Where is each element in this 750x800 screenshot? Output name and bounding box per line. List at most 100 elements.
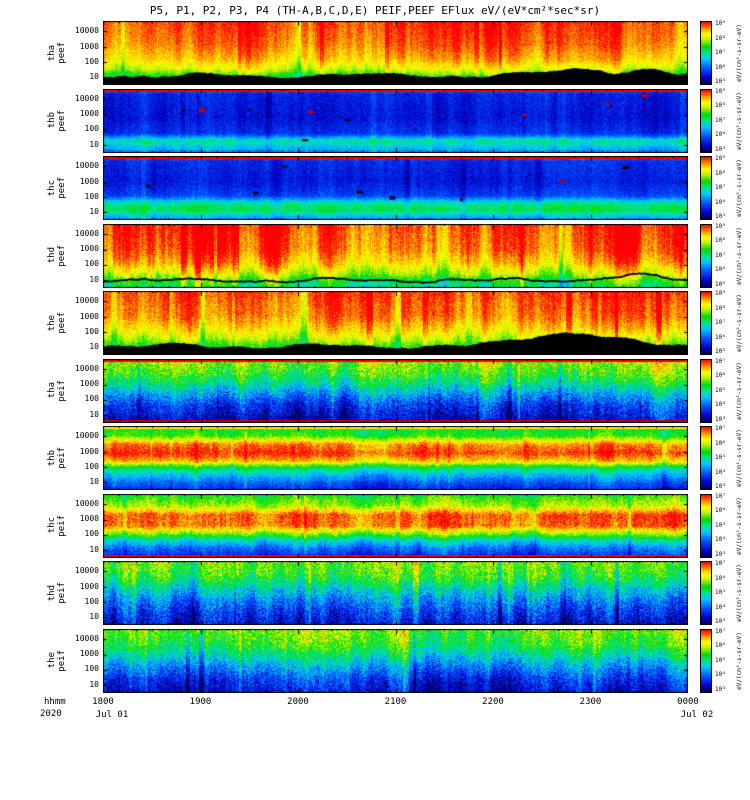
panel-variable-label: tha peef [45, 21, 69, 85]
colorbar-tick: 10⁷ [715, 627, 726, 635]
colorbar-tick: 10⁴ [715, 671, 726, 678]
colorbar-unit-label: eV/(cm²-s-sr-eV) [736, 91, 743, 150]
panel-instrument-label: peif [57, 582, 67, 604]
y-tick-label: 100 [84, 326, 99, 336]
panel-probe-label: thb [47, 449, 57, 467]
colorbar-tick: 10⁸ [715, 169, 726, 177]
y-tick-label: 10000 [74, 228, 99, 238]
colorbar-tick: 10⁸ [715, 304, 726, 312]
y-tick-label: 100 [84, 529, 99, 539]
spectrogram-panel: thc peef 10000 1000 100 10 10⁹ 10⁸ 10⁷ 1… [47, 156, 743, 220]
y-tick-label: 1000 [79, 311, 99, 321]
colorbar-tick: 10⁵ [715, 656, 726, 664]
spectrogram-panel: thb peef 10000 1000 100 10 10⁹ 10⁸ 10⁷ 1… [47, 88, 743, 153]
colorbar [700, 291, 712, 355]
colorbar-tick: 10⁷ [715, 425, 726, 432]
y-tick-label: 100 [84, 124, 99, 134]
spectrogram-panel: tha peif 10000 1000 100 10 10⁷ 10⁶ 10⁵ 1… [47, 358, 743, 423]
colorbar-tick-labels: 10⁷ 10⁶ 10⁵ 10⁴ 10³ [715, 426, 733, 490]
panel-probe-label: thd [47, 584, 57, 602]
panel-variable-label: thc peef [45, 156, 69, 220]
colorbar-tick: 10⁶ [715, 574, 726, 582]
panel-variable-label: the peif [45, 629, 69, 693]
panel-probe-label: thc [47, 179, 57, 197]
y-tick-label: 10 [89, 342, 99, 352]
colorbar-tick: 10³ [715, 550, 726, 558]
y-tick-label: 100 [84, 191, 99, 201]
panel-instrument-label: peif [57, 514, 67, 537]
colorbar-tick: 10⁶ [715, 63, 726, 71]
colorbar-tick: 10⁷ [715, 184, 726, 191]
colorbar-tick: 10⁵ [715, 78, 726, 85]
y-tick-label: 10000 [74, 296, 99, 306]
x-tick-label: 1900 [189, 697, 212, 707]
colorbar-tick: 10⁶ [715, 131, 726, 138]
colorbar [700, 628, 712, 693]
colorbar-tick: 10⁷ [715, 357, 726, 365]
spectrogram-panel: thc peif 10000 1000 100 10 10⁷ 10⁶ 10⁵ 1… [47, 493, 743, 558]
y-tick-label: 10 [89, 72, 99, 82]
colorbar-tick: 10³ [715, 618, 726, 625]
panel-instrument-label: peef [57, 42, 67, 64]
colorbar-tick: 10⁶ [715, 372, 726, 379]
panel-probe-label: thd [47, 247, 57, 264]
colorbar-tick: 10⁹ [715, 155, 726, 162]
panel-instrument-label: peif [57, 379, 67, 402]
spectrogram-panel: tha peef 10000 1000 100 10 10⁹ 10⁸ 10⁷ 1… [47, 21, 743, 85]
colorbar-tick: 10⁵ [715, 521, 726, 529]
colorbar-tick: 10⁴ [715, 603, 726, 611]
colorbar-tick: 10⁷ [715, 560, 726, 567]
colorbar-tick-labels: 10⁷ 10⁶ 10⁵ 10⁴ 10³ [715, 357, 733, 423]
panel-probe-label: tha [47, 44, 57, 62]
colorbar-tick: 10⁵ [715, 454, 726, 461]
colorbar-tick: 10⁴ [715, 536, 726, 543]
panel-instrument-label: peef [57, 244, 67, 267]
panel-variable-label: thd peif [45, 561, 69, 625]
y-tick-label: 1000 [79, 446, 99, 456]
colorbar-tick: 10⁷ [715, 116, 726, 124]
x-axis-format-label: hhmm [44, 697, 66, 707]
colorbar-tick: 10⁶ [715, 198, 726, 206]
colorbar-tick: 10⁵ [715, 280, 726, 288]
y-tick-label: 1000 [79, 379, 99, 389]
y-tick-label: 1000 [79, 109, 99, 119]
colorbar [700, 561, 712, 625]
y-tick-label: 100 [84, 461, 99, 471]
y-tick-label: 1000 [79, 41, 99, 51]
colorbar-unit-label: eV/(cm²-s-sr-eV) [736, 429, 743, 487]
colorbar-tick: 10⁵ [715, 589, 726, 596]
y-tick-label: 10000 [74, 566, 99, 576]
colorbar-tick: 10⁵ [715, 213, 726, 220]
y-tick-label: 100 [84, 394, 99, 404]
colorbar-tick: 10⁵ [715, 348, 726, 355]
x-axis-date-end: Jul 02 [680, 710, 714, 720]
colorbar-tick: 10⁶ [715, 642, 726, 649]
panel-instrument-label: peef [57, 312, 67, 334]
y-tick-label: 10 [89, 274, 99, 284]
y-tick-label: 100 [84, 56, 99, 66]
colorbar-tick: 10³ [715, 685, 726, 693]
colorbar-tick-labels: 10⁷ 10⁶ 10⁵ 10⁴ 10³ [715, 493, 733, 558]
spectrogram-panel: thd peif 10000 1000 100 10 10⁷ 10⁶ 10⁵ 1… [47, 561, 743, 625]
plot-title: P5, P1, P2, P3, P4 (TH-A,B,C,D,E) PEIF,P… [149, 4, 601, 17]
panel-variable-label: thb peef [45, 89, 69, 153]
y-tick-label: 10000 [74, 93, 99, 103]
y-tick-label: 10 [89, 409, 99, 419]
colorbar-unit-label: eV/(cm²-s-sr-eV) [736, 564, 743, 622]
panel-variable-label: the peef [45, 291, 69, 355]
spectrogram-canvas [103, 358, 688, 423]
colorbar-tick-labels: 10⁹ 10⁸ 10⁷ 10⁶ 10⁵ [715, 21, 733, 85]
y-tick-label: 1000 [79, 176, 99, 186]
colorbar-tick: 10³ [715, 483, 726, 490]
spectrogram-canvas [103, 561, 688, 625]
spectrogram-canvas [103, 223, 688, 288]
colorbar-tick-labels: 10⁹ 10⁸ 10⁷ 10⁶ 10⁵ [715, 88, 733, 153]
y-tick-label: 10000 [74, 161, 99, 171]
spectrogram-canvas [103, 21, 688, 85]
colorbar-tick: 10⁴ [715, 468, 726, 476]
y-tick-label: 1000 [79, 581, 99, 591]
colorbar-tick: 10⁹ [715, 222, 726, 230]
y-tick-label: 10 [89, 544, 99, 554]
colorbar-tick: 10⁹ [715, 290, 726, 297]
